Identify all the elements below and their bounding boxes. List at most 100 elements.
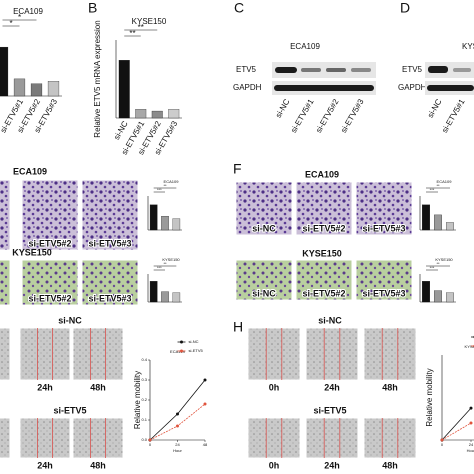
- lane-label: si-ETV5#1: [289, 97, 316, 134]
- panel-title: si-ETV5: [313, 405, 346, 415]
- chart-title: KYSE150: [435, 257, 453, 262]
- legend-label: si-NC: [189, 339, 199, 344]
- caption: 24h: [37, 460, 53, 470]
- significance: ***: [430, 187, 435, 192]
- caption: si-ETV5#2: [28, 293, 71, 303]
- micrograph: [0, 259, 11, 306]
- bar: [30, 83, 43, 97]
- bar: [422, 281, 430, 303]
- point: [440, 438, 444, 442]
- lane-label: si-ETV5#2: [314, 97, 341, 134]
- lane-label: si-NC: [426, 97, 444, 119]
- significance: **: [436, 183, 440, 188]
- bar: [0, 46, 9, 97]
- legend-label: si-ETV5: [189, 348, 204, 353]
- line: [441, 422, 472, 441]
- micrograph: [235, 181, 293, 236]
- bar: [172, 218, 181, 231]
- point: [469, 406, 473, 410]
- caption: si-NC: [252, 288, 276, 298]
- y-axis-label: Relative mobility: [425, 368, 434, 426]
- blot-row: GAPDH: [233, 83, 262, 92]
- significance: **: [163, 183, 167, 188]
- band: [274, 85, 374, 91]
- y-tick-label: 0.0: [141, 437, 147, 442]
- blot-title: KYSE: [462, 42, 474, 51]
- chart-title: KYSE1: [465, 344, 474, 349]
- panel-letter: B: [88, 0, 97, 16]
- bar: [161, 215, 169, 231]
- band: [453, 68, 471, 72]
- panel-title: KYSE150: [302, 248, 342, 258]
- chart-title: ECA109: [170, 349, 186, 354]
- micrograph: [21, 259, 79, 306]
- micrograph: [295, 259, 353, 301]
- band: [427, 85, 474, 91]
- y-tick-label: 0.4: [141, 357, 147, 362]
- band: [351, 68, 371, 72]
- line: [441, 407, 472, 441]
- point: [203, 402, 207, 406]
- point: [148, 438, 152, 442]
- panel-title: ECA109: [13, 166, 47, 176]
- bar: [446, 292, 454, 303]
- lane-label: si-ETV5#1: [440, 97, 467, 134]
- lane-label: si-ETV5#3: [339, 97, 366, 134]
- band: [326, 68, 346, 72]
- micrograph: [363, 417, 417, 459]
- x-tick-label: 48: [203, 442, 208, 447]
- chart-title: ECA109: [437, 179, 453, 184]
- blot-strip: [272, 62, 376, 78]
- blot-title: ECA109: [290, 42, 320, 51]
- micrograph: [363, 327, 417, 381]
- bar: [434, 214, 442, 231]
- blot-row: ETV5: [402, 65, 423, 74]
- panel-title: si-ETV5: [53, 405, 86, 415]
- caption: si-ETV5#3: [88, 293, 131, 303]
- legend-key: [180, 349, 183, 353]
- caption: si-NC: [252, 223, 276, 233]
- panel-letter: C: [234, 0, 244, 16]
- lane-label: si-NC: [274, 97, 292, 119]
- panel-letter: H: [233, 319, 243, 335]
- caption: si-ETV5#3: [362, 288, 405, 298]
- bar: [168, 109, 180, 119]
- x-tick-label: 24: [469, 442, 474, 447]
- micrograph: [355, 181, 413, 236]
- caption: 24h: [37, 382, 53, 392]
- micrograph: [355, 259, 413, 301]
- point: [469, 421, 473, 425]
- significance: *: [18, 13, 21, 22]
- chart-title: ECA109: [164, 179, 180, 184]
- chart-title: ECA109: [13, 7, 43, 16]
- caption: 48h: [90, 460, 106, 470]
- micrograph: [72, 417, 124, 459]
- bar: [135, 109, 147, 119]
- bar: [13, 78, 26, 97]
- caption: 48h: [382, 460, 398, 470]
- x-tick-label: 0: [441, 442, 444, 447]
- line: [149, 403, 206, 441]
- band: [275, 67, 297, 73]
- legend-key: [180, 340, 183, 344]
- x-tick-label: 24: [175, 442, 180, 447]
- bar: [161, 291, 169, 303]
- point: [176, 412, 179, 416]
- significance: *: [9, 19, 12, 28]
- bar: [172, 292, 181, 303]
- caption: si-ETV5#3: [362, 223, 405, 233]
- point: [176, 424, 179, 428]
- caption: 0h: [269, 382, 280, 392]
- caption: 0h: [269, 460, 280, 470]
- panel-title: ECA109: [305, 169, 339, 179]
- micrograph: [0, 327, 11, 381]
- y-axis-label: Relative mobility: [133, 371, 142, 429]
- caption: si-ETV5#2: [302, 223, 345, 233]
- chart-title: KYSE150: [162, 257, 180, 262]
- micrograph: [72, 327, 124, 381]
- point: [203, 378, 207, 382]
- micrograph: [21, 179, 79, 251]
- micrograph: [0, 179, 11, 251]
- panel-letter: F: [233, 161, 242, 177]
- significance: ***: [157, 187, 162, 192]
